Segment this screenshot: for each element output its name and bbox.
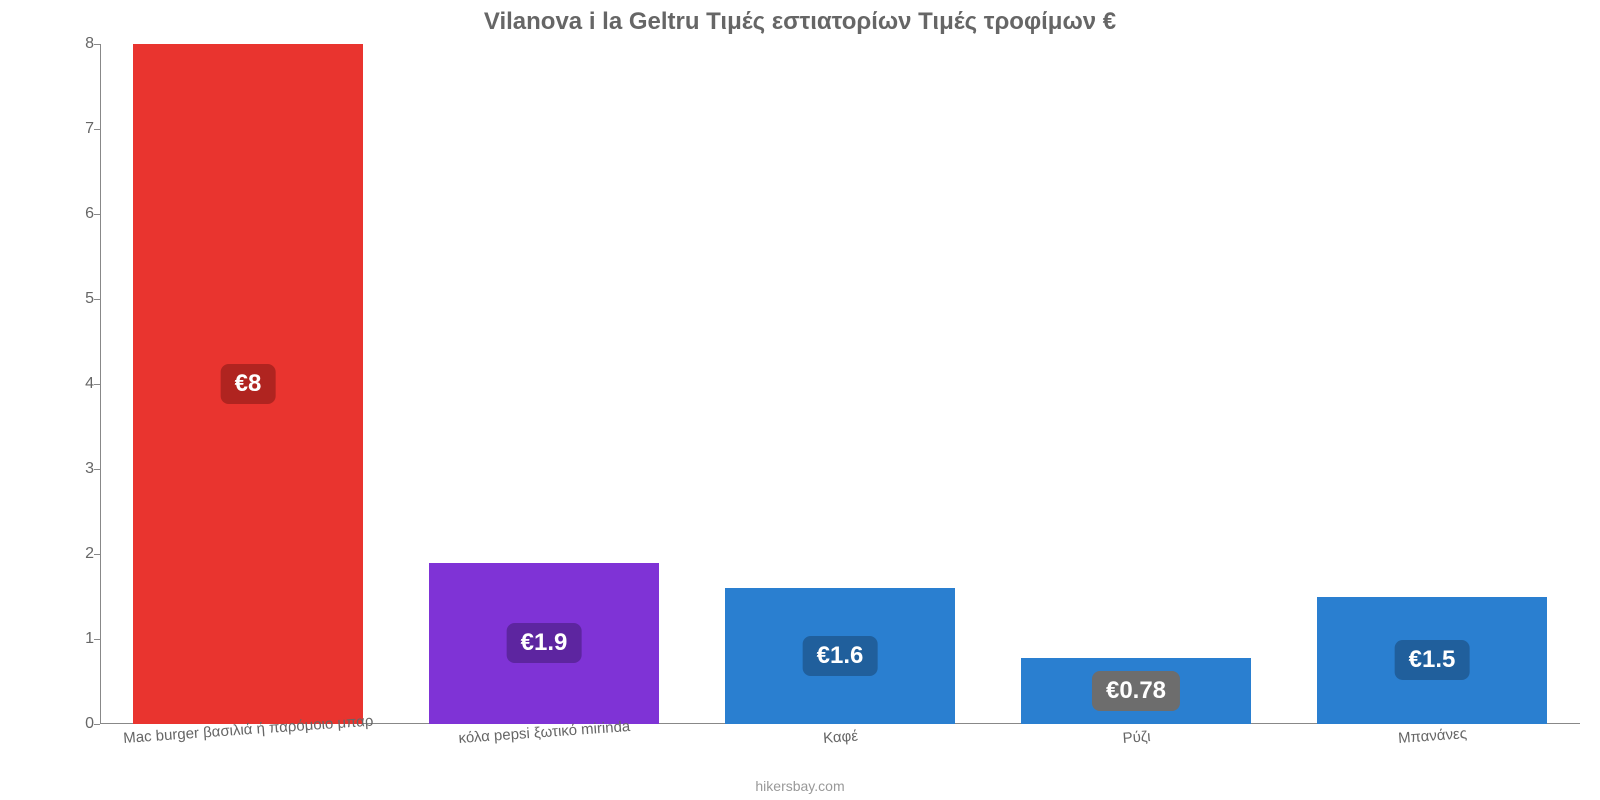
bar: €1.9 — [429, 563, 660, 725]
bar-slot: €1.6 — [692, 44, 988, 724]
y-tick-label: 6 — [54, 205, 94, 223]
bar-slot: €8 — [100, 44, 396, 724]
x-labels: Mac burger βασιλιά ή παρόμοιο μπαρκόλα p… — [100, 724, 1580, 774]
x-label: Μπανάνες — [1398, 725, 1468, 747]
bar: €0.78 — [1021, 658, 1252, 724]
y-tick-label: 8 — [54, 35, 94, 53]
y-tick-label: 7 — [54, 120, 94, 138]
y-tick-label: 2 — [54, 545, 94, 563]
bar: €8 — [133, 44, 364, 724]
value-badge: €1.5 — [1395, 640, 1470, 680]
bar: €1.5 — [1317, 597, 1548, 725]
bar-slot: €1.5 — [1284, 44, 1580, 724]
attribution-text: hikersbay.com — [0, 778, 1600, 794]
x-label-slot: Καφέ — [692, 724, 988, 774]
bar-slot: €0.78 — [988, 44, 1284, 724]
plot-area: 012345678 €8€1.9€1.6€0.78€1.5 — [100, 44, 1580, 724]
bar-slot: €1.9 — [396, 44, 692, 724]
y-tick-label: 0 — [54, 715, 94, 733]
y-tick-label: 4 — [54, 375, 94, 393]
x-label-slot: Μπανάνες — [1284, 724, 1580, 774]
y-tick-label: 1 — [54, 630, 94, 648]
x-label: Ρύζι — [1122, 728, 1151, 747]
x-label-slot: Ρύζι — [988, 724, 1284, 774]
bars-container: €8 €1.9 €1.6 €0.78 €1.5 — [100, 44, 1580, 724]
price-bar-chart: Vilanova i la Geltru Τιμές εστιατορίων Τ… — [0, 0, 1600, 800]
value-badge: €1.6 — [803, 636, 878, 676]
value-badge: €0.78 — [1092, 671, 1180, 711]
bar: €1.6 — [725, 588, 956, 724]
chart-title: Vilanova i la Geltru Τιμές εστιατορίων Τ… — [0, 8, 1600, 36]
x-label-slot: κόλα pepsi ξωτικό mirinda — [396, 724, 692, 774]
x-label: Καφέ — [823, 728, 859, 747]
x-label-slot: Mac burger βασιλιά ή παρόμοιο μπαρ — [100, 724, 396, 774]
y-tick-label: 5 — [54, 290, 94, 308]
value-badge: €8 — [221, 364, 276, 404]
value-badge: €1.9 — [507, 623, 582, 663]
y-tick-label: 3 — [54, 460, 94, 478]
